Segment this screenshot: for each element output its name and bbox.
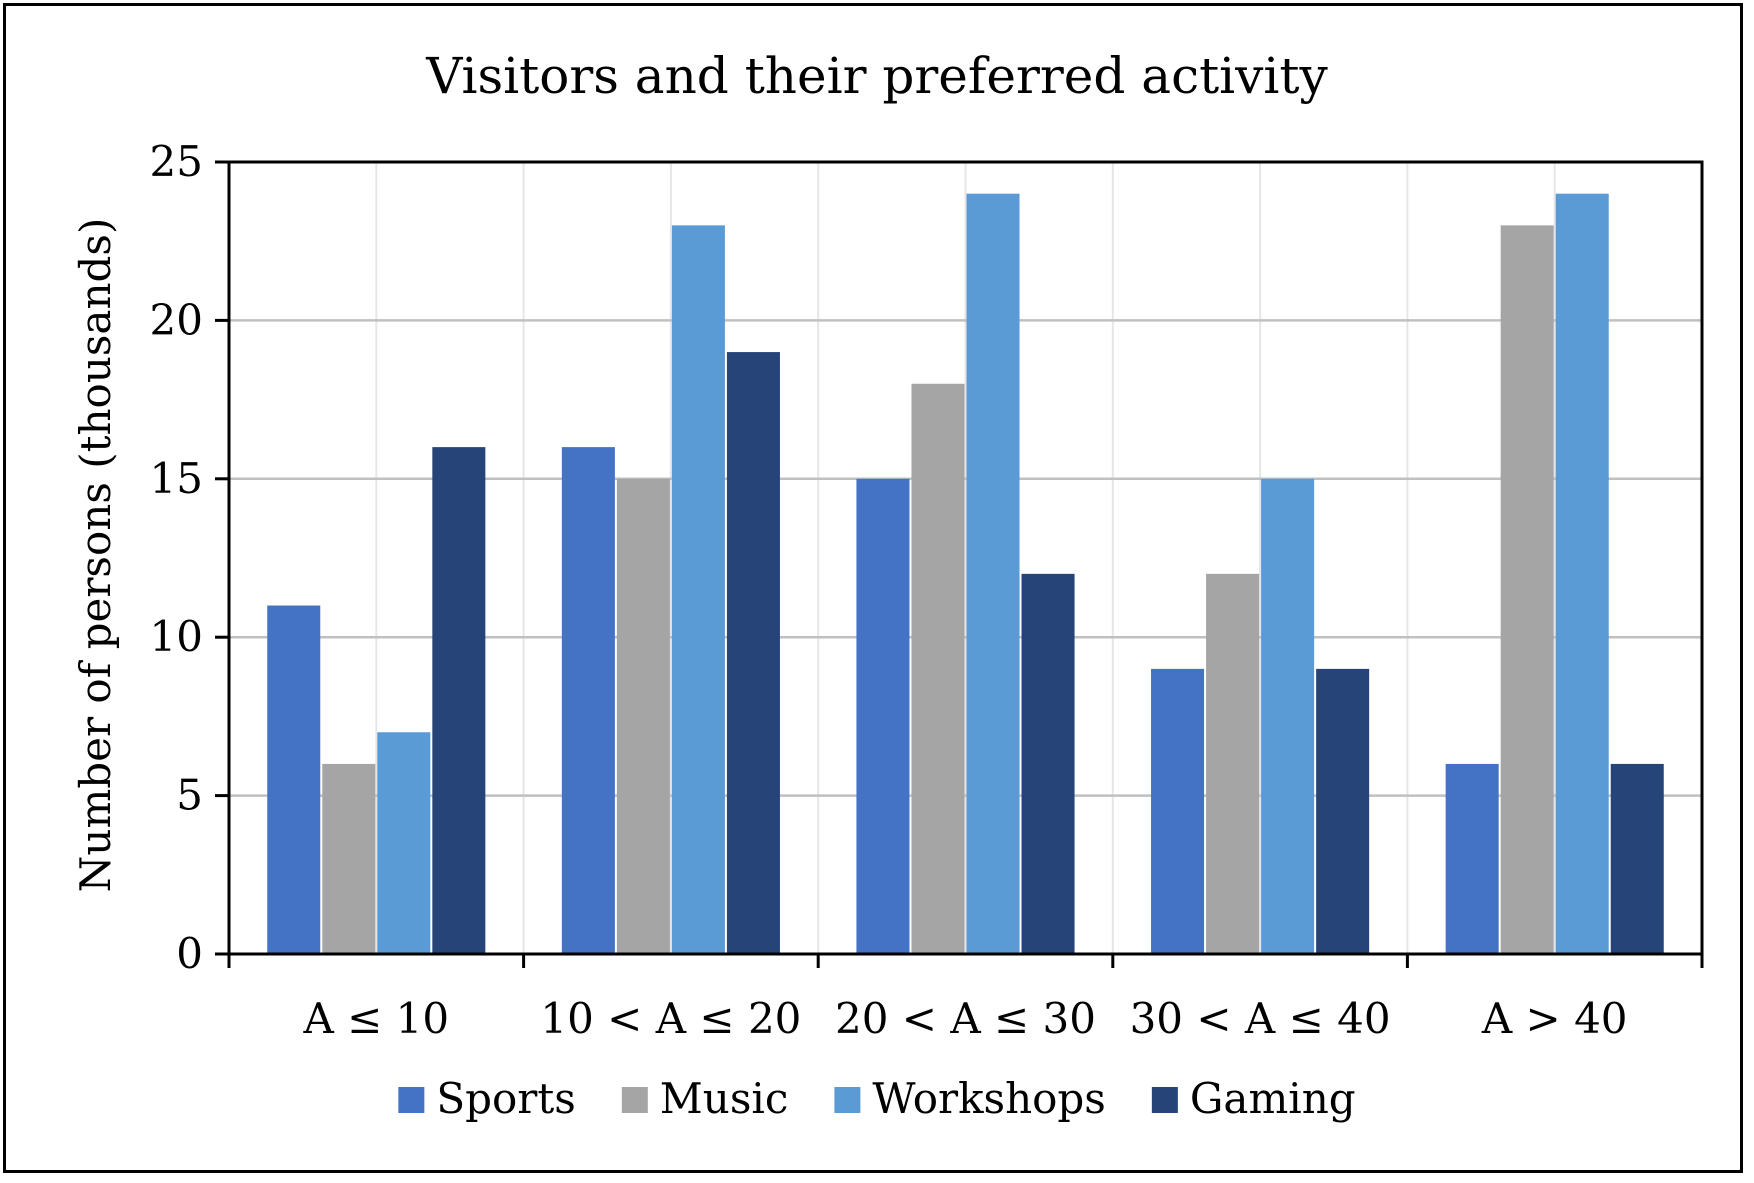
bar-gaming — [726, 352, 780, 955]
bar-music — [322, 763, 376, 954]
bar-sports — [1151, 668, 1205, 954]
legend-item-sports: Sports — [398, 1074, 576, 1123]
y-tick-label: 0 — [176, 929, 203, 978]
legend-item-gaming: Gaming — [1151, 1074, 1356, 1123]
bar-workshops — [671, 225, 725, 955]
bar-sports — [561, 447, 615, 954]
bar-workshops — [1261, 478, 1315, 954]
bar-music — [616, 478, 670, 954]
bar-music — [911, 383, 965, 954]
x-tick-label: 30 < A ≤ 40 — [1130, 994, 1391, 1043]
y-tick-label: 15 — [150, 454, 203, 503]
y-tick-label: 5 — [176, 771, 203, 820]
bar-music — [1500, 225, 1554, 955]
bar-sports — [856, 478, 910, 954]
bar-workshops — [966, 193, 1020, 954]
legend-item-workshops: Workshops — [834, 1074, 1106, 1123]
y-tick-label: 20 — [150, 295, 203, 344]
bar-gaming — [432, 447, 486, 954]
bar-sports — [1445, 763, 1499, 954]
bar-gaming — [1021, 573, 1075, 954]
legend: Sports Music Workshops Gaming — [398, 1074, 1356, 1123]
x-tick-label: 20 < A ≤ 30 — [835, 994, 1096, 1043]
legend-label: Gaming — [1190, 1074, 1356, 1123]
bars — [267, 193, 1664, 955]
legend-swatch — [621, 1087, 648, 1113]
bar-workshops — [377, 732, 431, 954]
axes — [215, 160, 1704, 968]
legend-swatch — [398, 1087, 425, 1113]
bar-gaming — [1610, 763, 1664, 954]
y-axis-label: Number of persons (thousands) — [71, 218, 120, 893]
x-tick-label: 10 < A ≤ 20 — [540, 994, 801, 1043]
legend-swatch — [1151, 1087, 1178, 1113]
bar-gaming — [1316, 668, 1370, 954]
x-tick-label: A > 40 — [1481, 994, 1628, 1043]
legend-label: Sports — [436, 1074, 575, 1123]
legend-item-music: Music — [621, 1074, 789, 1123]
legend-swatch — [834, 1087, 861, 1113]
bar-sports — [267, 605, 321, 954]
bar-music — [1206, 573, 1260, 954]
legend-label: Workshops — [872, 1074, 1105, 1123]
bar-workshops — [1555, 193, 1609, 954]
chart-title: Visitors and their preferred activity — [425, 47, 1328, 105]
y-tick-label: 10 — [150, 612, 203, 661]
tick-labels: 0 5 10 15 20 25 A ≤ 10 10 < A ≤ 20 20 < A ≤ 30 30… — [150, 137, 1628, 1043]
legend-label: Music — [660, 1074, 789, 1123]
x-tick-label: A ≤ 10 — [302, 994, 449, 1043]
plot-border — [227, 160, 1704, 956]
y-tick-label: 25 — [150, 137, 203, 186]
